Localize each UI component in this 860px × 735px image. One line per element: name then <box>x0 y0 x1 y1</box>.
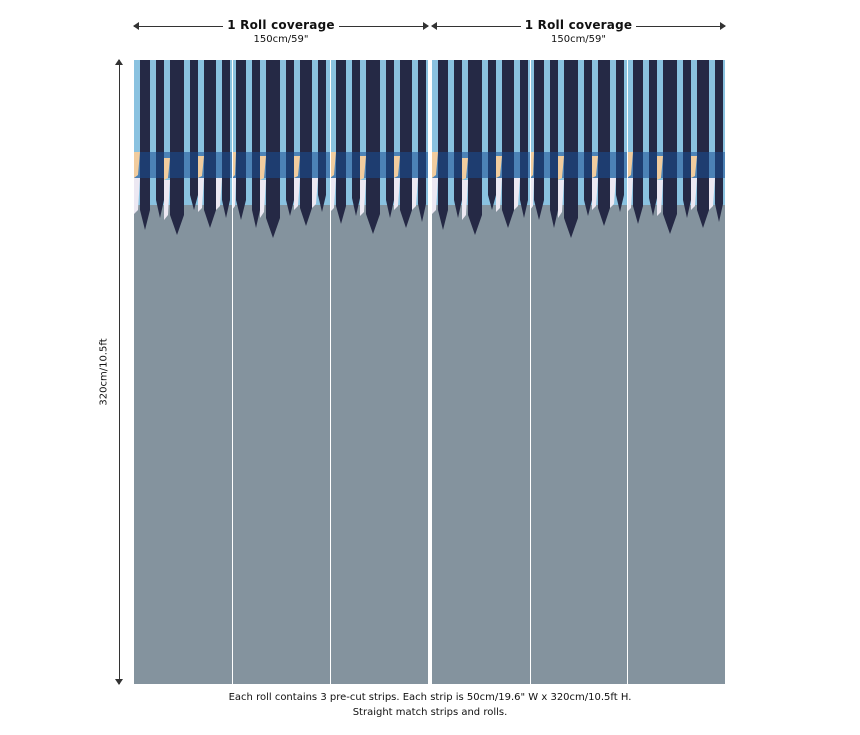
arrow-left-icon <box>133 22 139 30</box>
arrow-left-icon <box>431 22 437 30</box>
dimension-line <box>119 60 120 684</box>
caption-match-info: Straight match strips and rolls. <box>352 707 508 718</box>
height-dimension: 320cm/10.5ft <box>98 59 126 685</box>
wallpaper-pattern-image <box>134 60 428 684</box>
roll-coverage-width: 150cm/59" <box>550 34 607 45</box>
wallpaper-roll-2 <box>432 60 725 684</box>
arrow-down-icon <box>115 679 123 685</box>
roll-coverage-width: 150cm/59" <box>253 34 309 45</box>
wallpaper-pattern-image <box>432 60 725 684</box>
arrow-up-icon <box>115 59 123 65</box>
height-label: 320cm/10.5ft <box>98 335 110 409</box>
roll-coverage-title: 1 Roll coverage <box>134 18 428 32</box>
wallpaper-roll-1 <box>134 60 428 684</box>
roll-coverage-dimension-left: 1 Roll coverage 150cm/59" <box>133 14 429 50</box>
roll-coverage-title: 1 Roll coverage <box>432 18 725 32</box>
arrow-right-icon <box>423 22 429 30</box>
arrow-right-icon <box>720 22 726 30</box>
roll-coverage-dimension-right: 1 Roll coverage 150cm/59" <box>431 14 726 50</box>
caption-strip-info: Each roll contains 3 pre-cut strips. Eac… <box>228 692 632 703</box>
